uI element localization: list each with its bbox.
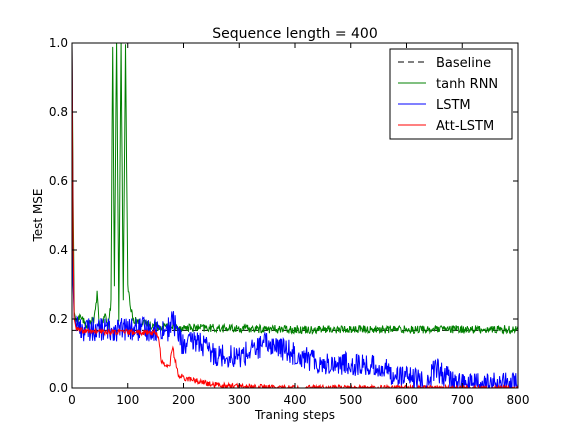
x-tick-label: 300 <box>228 393 251 407</box>
x-tick-label: 0 <box>68 393 76 407</box>
legend-label: tanh RNN <box>436 77 498 92</box>
x-tick-label: 400 <box>284 393 307 407</box>
y-axis-label: Test MSE <box>31 189 45 243</box>
y-tick-label: 0.0 <box>49 381 68 395</box>
x-tick-label: 200 <box>172 393 195 407</box>
legend-label: Att-LSTM <box>436 119 494 134</box>
y-tick-label: 0.8 <box>49 105 68 119</box>
y-tick-label: 0.4 <box>49 243 68 257</box>
legend: Baseline tanh RNN LSTM Att-LSTM <box>389 48 513 140</box>
x-tick-label: 700 <box>451 393 474 407</box>
legend-box <box>389 48 513 140</box>
x-tick-label: 800 <box>507 393 530 407</box>
y-tick-label: 1.0 <box>49 36 68 50</box>
x-axis-label: Traning steps <box>254 408 335 422</box>
ticks-layer: 0 100 200 300 400 500 600 700 800 0.0 0.2 0.4 0.6 0.8… <box>49 36 530 407</box>
x-tick-label: 600 <box>395 393 418 407</box>
legend-label: LSTM <box>436 98 471 113</box>
legend-label: Baseline <box>436 56 491 71</box>
y-tick-label: 0.2 <box>49 312 68 326</box>
x-tick-label: 100 <box>116 393 139 407</box>
y-tick-label: 0.6 <box>49 174 68 188</box>
x-tick-label: 500 <box>339 393 362 407</box>
chart-title: Sequence length = 400 <box>212 26 377 42</box>
series-line <box>72 43 518 388</box>
